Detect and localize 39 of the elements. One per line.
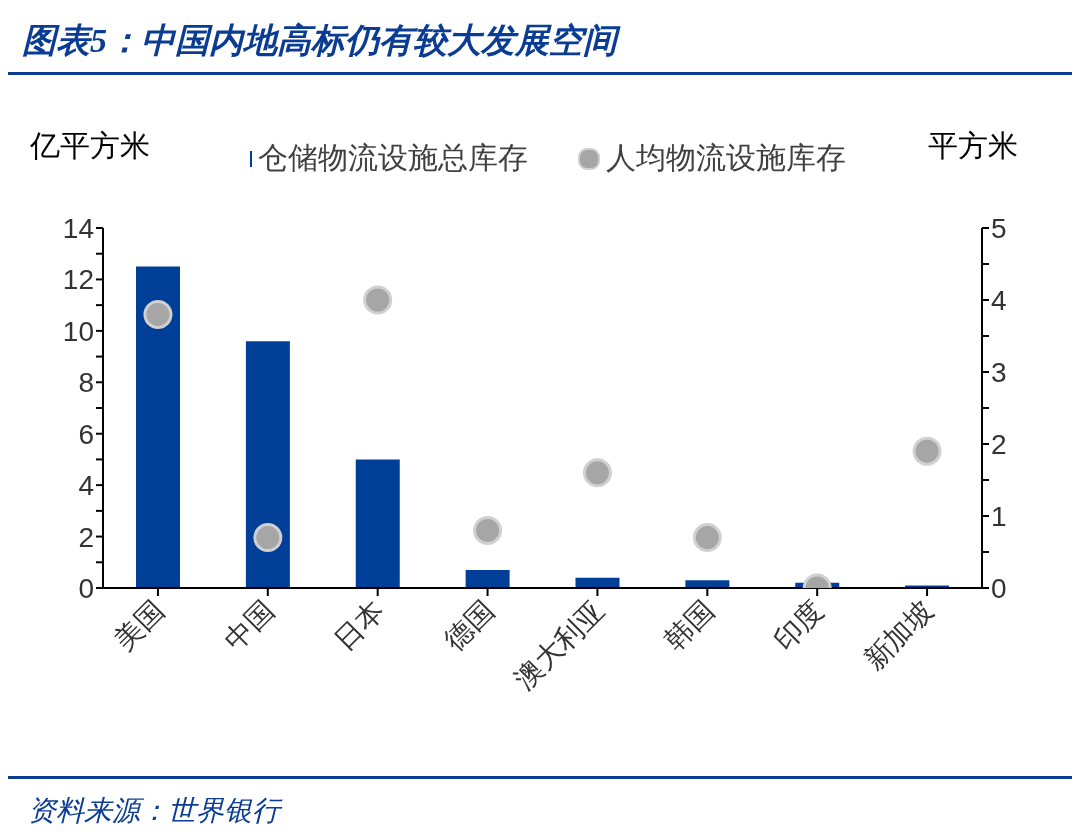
- y-tick-label: 8: [78, 367, 94, 399]
- x-tick-label: 日本: [328, 594, 390, 656]
- y-tick-label: 12: [62, 264, 94, 296]
- y-tick-label: 2: [78, 521, 94, 553]
- y2-tick-label: 0: [991, 572, 1007, 604]
- y2-tick-label: 1: [991, 500, 1007, 532]
- point: [363, 285, 393, 315]
- bar: [245, 341, 290, 588]
- bar: [465, 570, 510, 588]
- y2-axis-title: 平方米: [928, 128, 1018, 164]
- x-tick-label: 美国: [108, 594, 171, 656]
- y-tick-label: 6: [78, 418, 94, 450]
- y2-tick-label: 4: [991, 284, 1007, 316]
- bar: [685, 580, 730, 588]
- bar: [355, 459, 400, 588]
- x-tick-label: 中国: [218, 594, 281, 656]
- y2-tick-label: 2: [991, 428, 1007, 460]
- point: [253, 523, 283, 553]
- y-tick-label: 0: [78, 572, 94, 604]
- legend-label: 人均物流设施库存: [606, 140, 846, 176]
- point: [473, 515, 503, 545]
- y-tick-label: 14: [62, 212, 94, 244]
- point: [912, 436, 942, 466]
- x-tick-label: 德国: [438, 594, 500, 656]
- y2-tick-label: 5: [991, 212, 1007, 244]
- chart-title: 图表5：中国内地高标仍有较大发展空间: [21, 21, 622, 61]
- x-tick-label: 新加坡: [857, 594, 940, 676]
- point: [143, 299, 173, 329]
- y-axis-title: 亿平方米: [30, 128, 150, 164]
- bar: [136, 266, 180, 588]
- point: [692, 523, 722, 553]
- legend-label: 仓储物流设施总库存: [258, 140, 528, 176]
- x-tick-label: 澳大利亚: [508, 594, 610, 696]
- y-tick-label: 10: [62, 315, 94, 347]
- x-tick-label: 韩国: [658, 594, 720, 656]
- point: [582, 458, 612, 488]
- y-tick-label: 4: [78, 470, 94, 502]
- y2-tick-label: 3: [991, 356, 1007, 388]
- x-tick-label: 印度: [767, 594, 830, 656]
